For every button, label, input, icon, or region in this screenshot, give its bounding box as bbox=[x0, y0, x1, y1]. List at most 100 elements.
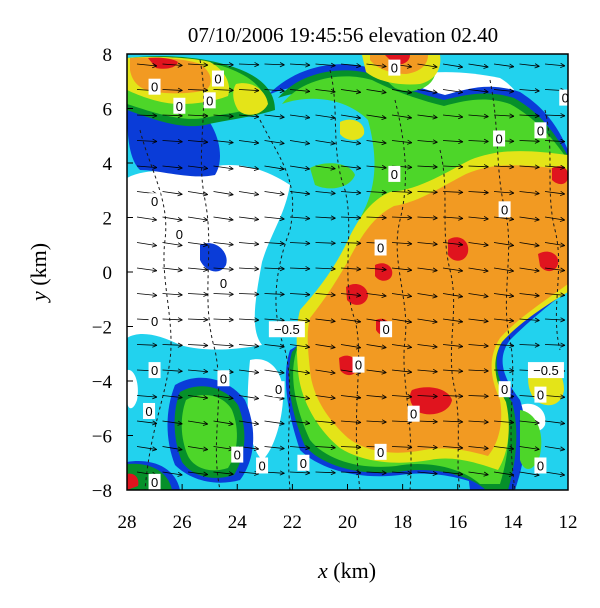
contour-label: 0 bbox=[203, 92, 216, 109]
vector-arrow bbox=[366, 419, 387, 425]
vector-arrow bbox=[366, 114, 387, 120]
vector-arrow bbox=[238, 369, 260, 375]
vector-arrow bbox=[187, 266, 209, 272]
vector-arrow bbox=[544, 446, 565, 452]
vector-arrow bbox=[468, 368, 489, 374]
contour-label: 0 bbox=[380, 321, 393, 338]
y-tick-label: 4 bbox=[103, 154, 113, 175]
y-tick-label: −2 bbox=[92, 318, 112, 339]
contour-label: −0.5 bbox=[527, 362, 564, 379]
vector-arrow bbox=[187, 191, 208, 197]
contour-label-text: 0 bbox=[151, 475, 158, 490]
contour-label-text: 0 bbox=[562, 91, 569, 106]
vector-arrow bbox=[238, 87, 260, 93]
vector-arrow bbox=[315, 190, 336, 196]
x-tick-label: 22 bbox=[283, 512, 302, 533]
vector-arrow bbox=[366, 292, 387, 299]
vector-arrow bbox=[544, 164, 566, 170]
vector-arrow bbox=[519, 216, 540, 222]
vector-arrow bbox=[213, 62, 234, 68]
contour-label-text: 0 bbox=[206, 93, 213, 108]
vector-arrow bbox=[238, 291, 260, 297]
vector-arrow bbox=[544, 138, 566, 144]
vector-arrow bbox=[519, 342, 540, 348]
vector-arrow bbox=[468, 63, 489, 69]
vector-arrow bbox=[238, 317, 260, 323]
contour-label: 0 bbox=[374, 239, 387, 256]
green-region bbox=[310, 163, 355, 189]
vector-arrow bbox=[544, 190, 566, 197]
contour-lines bbox=[139, 59, 561, 490]
vector-arrow bbox=[238, 113, 260, 119]
vector-arrow bbox=[213, 266, 234, 272]
vector-arrow bbox=[238, 395, 259, 401]
vector-arrow bbox=[366, 344, 387, 350]
vector-arrow bbox=[493, 471, 514, 477]
vector-arrow bbox=[213, 420, 234, 426]
vector-arrow bbox=[264, 216, 285, 222]
vector-arrow bbox=[213, 139, 234, 145]
y-tick-label: 6 bbox=[103, 100, 113, 121]
vector-arrow bbox=[544, 242, 565, 248]
red-region bbox=[346, 283, 368, 305]
x-tick-label: 14 bbox=[503, 512, 523, 533]
vector-arrow bbox=[417, 393, 438, 399]
contour-label-text: 0 bbox=[176, 99, 183, 114]
contour-label: 0 bbox=[173, 97, 186, 114]
vector-arrow bbox=[340, 114, 361, 120]
orange-region bbox=[307, 165, 568, 456]
vector-arrow bbox=[340, 470, 362, 476]
vector-arrow bbox=[391, 344, 413, 350]
vector-arrow bbox=[238, 191, 259, 197]
contour-label: 0 bbox=[534, 386, 547, 403]
vector-arrow bbox=[213, 216, 234, 222]
vector-arrow bbox=[340, 63, 362, 69]
vector-arrow bbox=[519, 138, 540, 144]
vector-arrow bbox=[162, 342, 183, 348]
vector-arrow bbox=[340, 292, 362, 298]
contour-label: 0 bbox=[534, 122, 547, 139]
yellow-region bbox=[340, 119, 365, 140]
contour-label: 0 bbox=[407, 405, 420, 422]
vector-arrow bbox=[366, 189, 387, 195]
contour-label: 0 bbox=[148, 473, 161, 490]
vector-arrow bbox=[136, 216, 157, 222]
vector-arrow bbox=[442, 318, 464, 324]
vector-arrow bbox=[162, 242, 183, 248]
vector-arrow bbox=[162, 292, 183, 298]
vector-arrow bbox=[315, 114, 336, 120]
contour-label: 0 bbox=[297, 454, 310, 471]
vector-arrow bbox=[315, 369, 336, 375]
vector-arrow bbox=[162, 446, 183, 452]
vector-arrow bbox=[187, 242, 209, 248]
vector-arrow bbox=[391, 318, 412, 324]
vector-arrow bbox=[442, 89, 464, 95]
vector-arrow bbox=[213, 87, 234, 93]
x-tick-label: 16 bbox=[448, 512, 467, 533]
vector-arrow bbox=[213, 291, 234, 297]
contour-label: 0 bbox=[143, 402, 156, 419]
vector-arrow bbox=[315, 266, 336, 272]
y-tick-label: 8 bbox=[103, 45, 113, 66]
vector-arrow bbox=[264, 291, 285, 297]
vector-arrow bbox=[442, 343, 464, 349]
vector-arrow bbox=[315, 470, 336, 476]
vector-arrow bbox=[136, 292, 158, 298]
vector-arrow bbox=[136, 138, 158, 144]
vector-arrow bbox=[162, 62, 183, 68]
vector-arrow bbox=[238, 343, 260, 349]
vector-arrow bbox=[391, 241, 413, 247]
vector-arrow bbox=[213, 343, 234, 349]
vector-arrow bbox=[468, 419, 489, 425]
vector-arrow bbox=[136, 342, 158, 348]
x-axis-unit: (km) bbox=[328, 558, 376, 583]
y-axis-unit: (km) bbox=[26, 243, 51, 291]
vector-arrow bbox=[213, 165, 234, 171]
vector-arrow bbox=[544, 342, 566, 348]
vector-arrow bbox=[289, 470, 311, 476]
vector-arrow bbox=[366, 266, 387, 272]
vector-arrow bbox=[289, 165, 310, 171]
vector-arrow bbox=[162, 216, 183, 222]
contour-label: 0 bbox=[559, 89, 569, 106]
contour-label-text: −0.5 bbox=[533, 363, 559, 378]
